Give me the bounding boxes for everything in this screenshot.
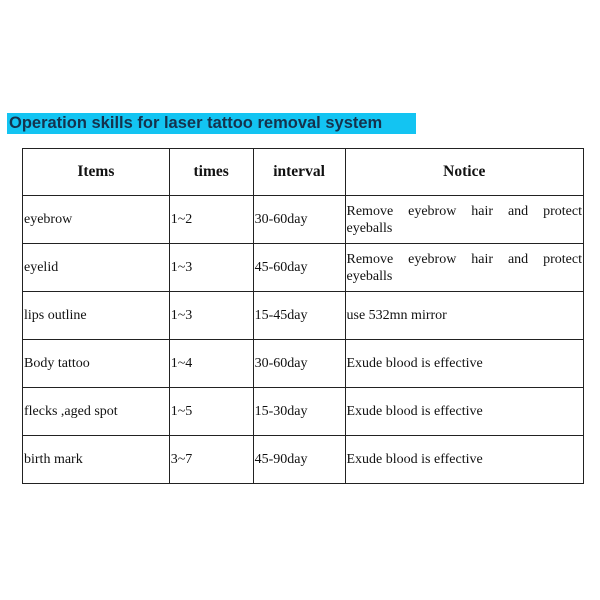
table-row: flecks ,aged spot 1~5 15-30day Exude blood … [22,387,584,436]
header-interval: interval [252,148,346,196]
page-title: Operation skills for laser tattoo remova… [7,113,416,134]
cell-item: lips outline [22,291,170,340]
cell-times: 1~3 [168,291,254,340]
table-row: birth mark 3~7 45-90day Exude blood is effe… [22,435,584,484]
cell-times: 3~7 [168,435,254,484]
cell-interval: 45-90day [252,435,346,484]
cell-item: Body tattoo [22,339,170,388]
cell-notice: Remove eyebrow hair and protect eyeballs [344,243,584,292]
table-row: eyelid 1~3 45-60day Remove eyebrow hair and… [22,243,584,292]
header-times: times [168,148,254,196]
table-row: eyebrow 1~2 30-60day Remove eyebrow hair an… [22,195,584,244]
header-items: Items [22,148,170,196]
table-header-row: Items times interval Notice [22,148,584,196]
table-row: lips outline 1~3 15-45day use 532mn mirror [22,291,584,340]
cell-item: flecks ,aged spot [22,387,170,436]
cell-notice: Exude blood is effective [344,435,584,484]
cell-item: eyelid [22,243,170,292]
operation-skills-table: Items times interval Notice eyebrow 1~2 30… [22,148,584,484]
cell-times: 1~3 [168,243,254,292]
cell-interval: 30-60day [252,339,346,388]
cell-notice: Remove eyebrow hair and protect eyeballs [344,195,584,244]
cell-item: eyebrow [22,195,170,244]
cell-notice: use 532mn mirror [344,291,584,340]
header-notice: Notice [344,148,584,196]
cell-item: birth mark [22,435,170,484]
cell-interval: 15-30day [252,387,346,436]
cell-times: 1~4 [168,339,254,388]
cell-interval: 30-60day [252,195,346,244]
cell-interval: 45-60day [252,243,346,292]
cell-times: 1~2 [168,195,254,244]
cell-times: 1~5 [168,387,254,436]
cell-interval: 15-45day [252,291,346,340]
cell-notice: Exude blood is effective [344,387,584,436]
cell-notice: Exude blood is effective [344,339,584,388]
table-row: Body tattoo 1~4 30-60day Exude blood is eff… [22,339,584,388]
